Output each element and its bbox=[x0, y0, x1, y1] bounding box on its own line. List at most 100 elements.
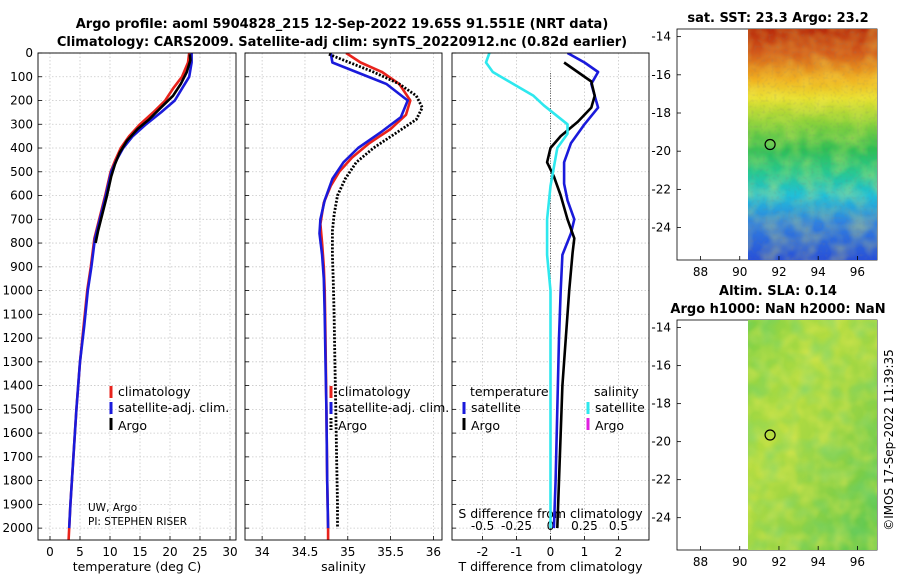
title-line-2: Climatology: CARS2009. Satellite-adj cli… bbox=[57, 35, 627, 50]
y-tick-label: 300 bbox=[10, 117, 33, 131]
series-line-argo bbox=[94, 54, 192, 244]
y-tick-label: 1600 bbox=[2, 426, 33, 440]
legend-label-satellite: satellite-adj. clim. bbox=[118, 400, 229, 415]
legend-label-satellite-2: satellite-adj. clim. bbox=[338, 400, 449, 415]
difference-legend: temperature satellite Argo salinity sate… bbox=[462, 384, 645, 433]
y-tick-label: 1800 bbox=[2, 474, 33, 488]
top-x-tick-label: 0.25 bbox=[571, 519, 598, 533]
series-line-satellite-adj-clim- bbox=[318, 53, 409, 529]
map-y-tick-label: -24 bbox=[651, 511, 671, 525]
argo-location-marker-sst bbox=[764, 138, 776, 151]
map-x-tick-label: 94 bbox=[811, 555, 826, 569]
x-tick-label: 34 bbox=[254, 545, 269, 559]
map-x-tick-label: 92 bbox=[771, 555, 786, 569]
map-x-tick-label: 88 bbox=[693, 265, 708, 279]
x-tick-label: -2 bbox=[477, 545, 489, 559]
x-axis-label: temperature (deg C) bbox=[73, 559, 202, 574]
legend-title-temperature: temperature bbox=[470, 384, 549, 399]
sla-map-title-2: Argo h1000: NaN h2000: NaN bbox=[670, 302, 885, 317]
map-x-tick-label: 94 bbox=[811, 265, 826, 279]
top-x-tick-label: -0.5 bbox=[471, 519, 494, 533]
y-tick-label: 1700 bbox=[2, 450, 33, 464]
y-tick-label: 1500 bbox=[2, 402, 33, 416]
x-tick-label: 36 bbox=[426, 545, 441, 559]
temperature-profile-panel: 0100200300400500600700800900100011001200… bbox=[2, 46, 237, 574]
series-line-argo bbox=[328, 53, 424, 529]
x-axis-label: T difference from climatology bbox=[457, 559, 643, 574]
salinity-legend: climatology satellite-adj. clim. Argo bbox=[329, 384, 449, 433]
map-x-tick-label: 90 bbox=[732, 555, 747, 569]
y-tick-label: 600 bbox=[10, 189, 33, 203]
top-x-tick-label: 0.5 bbox=[609, 519, 628, 533]
y-tick-label: 700 bbox=[10, 212, 33, 226]
map-x-tick-label: 96 bbox=[850, 555, 865, 569]
series-line-climatology bbox=[319, 53, 412, 540]
salinity-profile-series bbox=[318, 53, 424, 540]
map-y-tick-label: -22 bbox=[651, 182, 671, 196]
map-y-tick-label: -14 bbox=[651, 30, 671, 44]
map-x-tick-label: 88 bbox=[693, 555, 708, 569]
top-x-tick-label: -0.25 bbox=[501, 519, 532, 533]
temperature-profile-series bbox=[67, 53, 193, 540]
title-line-1: Argo profile: aoml 5904828_215 12-Sep-20… bbox=[76, 17, 609, 32]
y-tick-label: 200 bbox=[10, 94, 33, 108]
y-tick-label: 1100 bbox=[2, 307, 33, 321]
map-x-tick-label: 90 bbox=[732, 265, 747, 279]
x-tick-label: 15 bbox=[132, 545, 147, 559]
x-tick-label: 30 bbox=[222, 545, 237, 559]
y-tick-label: 400 bbox=[10, 141, 33, 155]
legend-label-climatology: climatology bbox=[118, 384, 191, 399]
x-tick-label: 35.5 bbox=[377, 545, 404, 559]
y-tick-label: 0 bbox=[25, 46, 33, 60]
legend-label-argo: Argo bbox=[118, 418, 147, 433]
map-y-tick-label: -22 bbox=[651, 473, 671, 487]
x-tick-label: 35 bbox=[340, 545, 355, 559]
x-tick-label: 5 bbox=[76, 545, 84, 559]
map-y-tick-label: -14 bbox=[651, 321, 671, 335]
y-tick-label: 1200 bbox=[2, 331, 33, 345]
temperature-profile-frame bbox=[37, 52, 237, 541]
sst-map-title: sat. SST: 23.3 Argo: 23.2 bbox=[687, 11, 868, 26]
x-tick-label: 0 bbox=[46, 545, 54, 559]
y-tick-label: 900 bbox=[10, 260, 33, 274]
legend-label-s-satellite: satellite bbox=[595, 400, 645, 415]
x-tick-label: 2 bbox=[615, 545, 623, 559]
map-y-tick-label: -24 bbox=[651, 221, 671, 235]
map-x-tick-label: 96 bbox=[850, 265, 865, 279]
x-tick-label: 10 bbox=[102, 545, 117, 559]
y-tick-label: 1000 bbox=[2, 284, 33, 298]
argo-location-marker-sla bbox=[764, 429, 776, 441]
credit-line-2: PI: STEPHEN RISER bbox=[88, 516, 187, 528]
map-y-tick-label: -16 bbox=[651, 359, 671, 373]
map-x-tick-label: 92 bbox=[771, 265, 786, 279]
map-y-tick-label: -16 bbox=[651, 68, 671, 82]
sla-map-title-1: Altim. SLA: 0.14 bbox=[719, 284, 837, 299]
x-tick-label: 1 bbox=[581, 545, 589, 559]
y-tick-label: 1900 bbox=[2, 497, 33, 511]
y-tick-label: 1300 bbox=[2, 355, 33, 369]
y-tick-label: 800 bbox=[10, 236, 33, 250]
x-tick-label: -1 bbox=[511, 545, 523, 559]
credit-line-1: UW, Argo bbox=[88, 502, 137, 514]
map-y-tick-label: -18 bbox=[651, 106, 671, 120]
legend-label-argo-2: Argo bbox=[338, 418, 367, 433]
map-y-tick-label: -18 bbox=[651, 397, 671, 411]
salinity-profile-panel: 34 34.5 35 35.5 36 salinity bbox=[244, 52, 443, 574]
sst-map-panel: sat. SST: 23.3 Argo: 23.2 88 90 92 94 96 -14 -… bbox=[651, 11, 878, 279]
y-tick-label: 100 bbox=[10, 70, 33, 84]
difference-profile-panel: -2 -1 0 1 2-0.5 -0.25 0 0.25 0.5S difference fro… bbox=[451, 52, 650, 574]
x-tick-label: 34.5 bbox=[292, 545, 319, 559]
y-tick-label: 1400 bbox=[2, 379, 33, 393]
x-tick-label: 0 bbox=[547, 545, 555, 559]
y-tick-label: 500 bbox=[10, 165, 33, 179]
difference-profile-frame bbox=[451, 52, 650, 541]
sst-map-field bbox=[748, 29, 877, 260]
legend-title-salinity: salinity bbox=[594, 384, 639, 399]
legend-label-t-argo: Argo bbox=[471, 418, 500, 433]
temperature-legend: climatology satellite-adj. clim. Argo bbox=[109, 384, 229, 433]
sla-map-panel: Altim. SLA: 0.14 Argo h1000: NaN h2000: … bbox=[651, 284, 885, 569]
series-line-salinity-satellite bbox=[484, 53, 569, 529]
y-tick-label: 2000 bbox=[2, 521, 33, 535]
series-line-temperature-argo bbox=[545, 61, 596, 529]
difference-profile-series bbox=[484, 53, 600, 529]
